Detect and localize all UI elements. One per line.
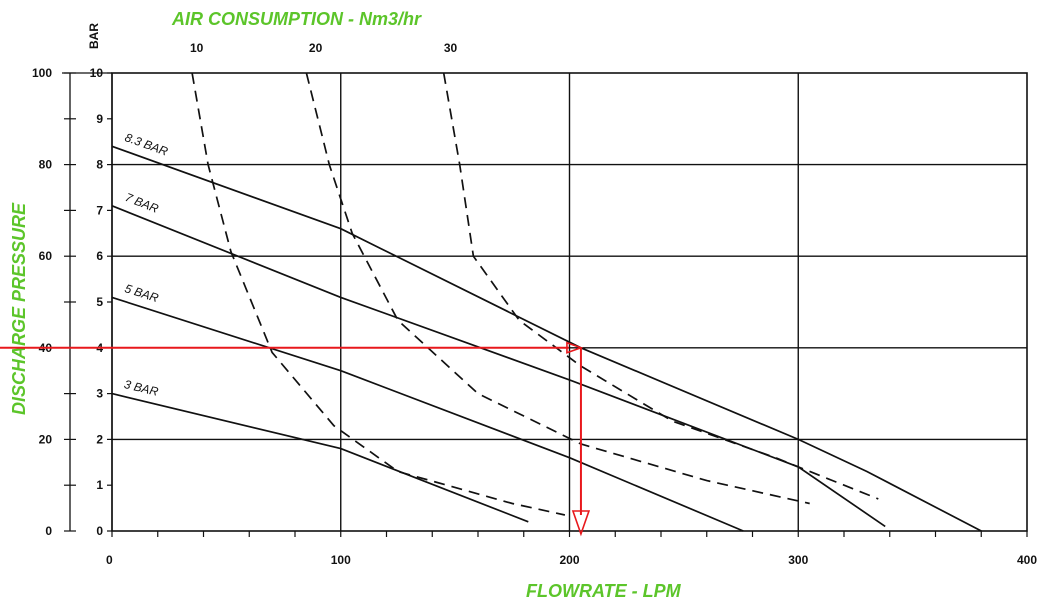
series-lines [111, 72, 982, 532]
bar-tick-label: 8 [96, 158, 103, 172]
secondary-y-axis-title: BAR [87, 23, 101, 49]
x-axis-title: FLOWRATE - LPM [526, 581, 682, 601]
example-arrowhead-down [571, 510, 591, 537]
bar-tick-label: 7 [96, 203, 103, 217]
curve-label: 3 BAR [123, 377, 160, 399]
pressure-curve [111, 392, 529, 523]
x-tick-label: 300 [788, 553, 808, 567]
x-tick-label: 100 [331, 553, 351, 567]
axes [62, 72, 1028, 537]
pressure-curve [111, 205, 886, 528]
top-tick-label: 10 [190, 41, 204, 55]
bar-tick-label: 9 [96, 112, 103, 126]
bar-tick-label: 5 [96, 295, 103, 309]
bar-tick-label: 10 [90, 66, 104, 80]
y-tick-label: 100 [32, 66, 52, 80]
air-consumption-curve [442, 72, 879, 500]
y-axis-title: DISCHARGE PRESSURE [9, 202, 29, 415]
x-tick-label: 200 [559, 553, 579, 567]
x-tick-label: 400 [1017, 553, 1037, 567]
bar-tick-label: 0 [96, 524, 103, 538]
bar-tick-label: 2 [96, 432, 103, 446]
y-tick-label: 60 [39, 249, 53, 263]
bar-tick-label: 3 [96, 387, 103, 401]
pressure-curve [111, 145, 982, 532]
air-consumption-curve [191, 72, 566, 516]
y-tick-label: 80 [39, 158, 53, 172]
chart-title: AIR CONSUMPTION - Nm3/hr [171, 9, 422, 29]
top-tick-label: 20 [309, 41, 323, 55]
y-tick-label: 0 [45, 524, 52, 538]
y-tick-label: 20 [39, 432, 53, 446]
bar-tick-label: 6 [96, 249, 103, 263]
example-path [0, 341, 591, 537]
example-arrowhead-right [566, 341, 584, 354]
curve-label: 8.3 BAR [123, 130, 170, 158]
x-tick-label: 0 [106, 553, 113, 567]
grid-lines [111, 72, 1028, 532]
tick-labels: 0204060801000123456789100100200300400102… [32, 41, 1037, 567]
air-consumption-curve [305, 72, 810, 505]
pressure-curve [111, 296, 744, 532]
top-tick-label: 30 [444, 41, 458, 55]
curve-label: 5 BAR [123, 281, 161, 305]
bar-tick-label: 1 [96, 478, 103, 492]
